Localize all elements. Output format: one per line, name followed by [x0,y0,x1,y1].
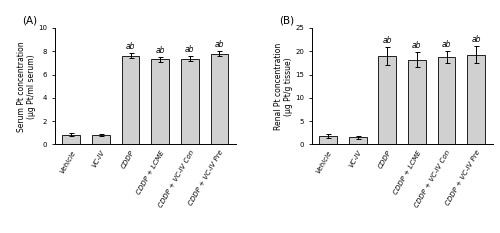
Text: (B): (B) [279,16,294,26]
Text: ab: ab [185,45,194,54]
Y-axis label: Serum Pt concentration
(μg Pt/ml serum): Serum Pt concentration (μg Pt/ml serum) [17,41,36,131]
Text: (A): (A) [22,16,38,26]
Text: ab: ab [412,41,422,50]
Bar [438,57,456,144]
Bar [349,137,366,144]
Bar [62,134,80,144]
Bar [181,59,198,144]
Bar [92,135,110,144]
Bar [378,56,396,144]
Text: ab: ab [126,42,136,51]
Y-axis label: Renal Pt concentration
(μg Pt/g tissue): Renal Pt concentration (μg Pt/g tissue) [274,43,293,130]
Text: ab: ab [442,40,452,49]
Bar [408,60,426,144]
Bar [210,54,228,144]
Bar [319,136,337,144]
Text: ab: ab [472,35,481,44]
Text: ab: ab [382,35,392,45]
Text: ab: ab [214,40,224,49]
Bar [152,59,169,144]
Text: ab: ab [156,46,165,55]
Bar [122,56,140,144]
Bar [468,55,485,144]
